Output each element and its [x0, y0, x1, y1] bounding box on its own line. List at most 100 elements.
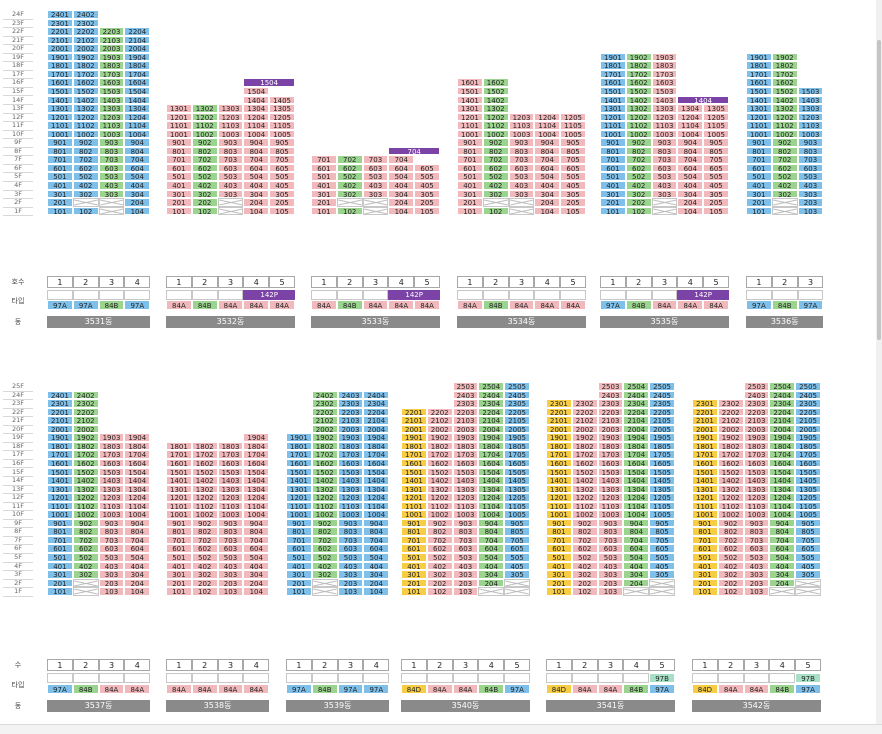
unit-cell[interactable]: 302	[191, 189, 218, 199]
unit-cell[interactable]: 105	[414, 206, 440, 216]
unit-cell[interactable]: 2103	[337, 416, 364, 425]
unit-cell[interactable]: 1901	[600, 52, 626, 62]
unit-cell[interactable]: 1801	[746, 61, 772, 70]
unit-cell[interactable]: 1101	[600, 121, 626, 130]
unit-cell[interactable]: 1202	[72, 112, 99, 122]
unit-cell[interactable]: 1302	[717, 484, 744, 494]
unit-cell[interactable]: 1202	[311, 493, 338, 502]
unit-cell[interactable]: 501	[401, 553, 427, 562]
unit-cell[interactable]: 605	[504, 544, 530, 553]
unit-cell[interactable]: 1005	[269, 129, 295, 139]
unit-cell[interactable]: 804	[478, 527, 505, 536]
unit-cell[interactable]: 204	[388, 198, 415, 207]
unit-cell[interactable]: 1502	[482, 86, 509, 96]
unit-cell[interactable]: 2202	[72, 27, 99, 36]
unit-cell[interactable]: 1204	[769, 493, 796, 502]
unit-cell[interactable]: 303	[337, 570, 364, 579]
unit-cell[interactable]: 102	[336, 206, 363, 216]
unit-cell[interactable]: 701	[600, 155, 626, 164]
unit-cell[interactable]: 505	[269, 172, 295, 181]
unit-cell[interactable]: 602	[482, 163, 509, 173]
unit-cell[interactable]: 801	[692, 527, 718, 536]
unit-cell[interactable]: 1402	[482, 95, 509, 105]
unit-cell[interactable]: 201	[401, 578, 427, 588]
unit-cell[interactable]: 1702	[426, 450, 453, 459]
unit-cell[interactable]: 602	[72, 163, 99, 173]
unit-cell[interactable]: 1103	[98, 501, 125, 511]
unit-cell[interactable]: 1203	[98, 112, 125, 122]
unit-cell[interactable]: 1804	[124, 61, 151, 70]
unit-cell[interactable]: 1101	[546, 501, 572, 511]
unit-cell[interactable]: 1101	[746, 121, 772, 130]
unit-cell[interactable]: 2202	[717, 407, 744, 417]
unit-cell[interactable]: 705	[703, 155, 729, 164]
unit-cell[interactable]: 2101	[47, 35, 73, 45]
unit-cell[interactable]: 1105	[504, 501, 530, 511]
unit-cell[interactable]: 204	[478, 578, 505, 588]
unit-cell[interactable]: 304	[124, 189, 151, 199]
unit-cell[interactable]: 703	[98, 535, 125, 545]
unit-cell[interactable]: 603	[508, 163, 535, 173]
unit-cell[interactable]: 501	[457, 172, 483, 181]
unit-cell[interactable]: 602	[191, 163, 218, 173]
unit-cell[interactable]: 2003	[743, 424, 770, 434]
unit-cell[interactable]: 705	[560, 155, 586, 164]
unit-cell[interactable]: 701	[692, 535, 718, 545]
unit-cell[interactable]: 601	[311, 163, 337, 173]
unit-cell-merged[interactable]: 1404	[677, 95, 729, 105]
unit-cell[interactable]: 802	[426, 527, 453, 536]
unit-cell[interactable]: 1301	[166, 104, 192, 113]
unit-cell[interactable]: 605	[795, 544, 821, 553]
unit-cell[interactable]: 201	[311, 198, 337, 207]
unit-cell[interactable]: 701	[286, 535, 312, 545]
unit-cell[interactable]: 405	[703, 181, 729, 190]
unit-cell[interactable]: 1202	[191, 112, 218, 122]
unit-cell[interactable]: 603	[743, 544, 770, 553]
unit-cell[interactable]: 2405	[504, 390, 530, 400]
unit-cell[interactable]: 903	[217, 138, 244, 147]
unit-cell[interactable]: 502	[72, 553, 99, 562]
unit-cell[interactable]: 1402	[625, 95, 652, 105]
unit-cell[interactable]: 602	[311, 544, 338, 553]
unit-cell[interactable]: 2404	[478, 390, 505, 400]
unit-cell[interactable]: 1505	[795, 467, 821, 477]
unit-cell[interactable]: 502	[717, 553, 744, 562]
unit-cell[interactable]: 105	[269, 206, 295, 216]
unit-cell[interactable]: 1604	[623, 458, 650, 468]
unit-cell[interactable]: 1103	[743, 501, 770, 511]
unit-cell[interactable]: 1204	[623, 493, 650, 502]
unit-cell[interactable]: 1905	[649, 433, 675, 442]
unit-cell[interactable]: 2201	[546, 407, 572, 417]
unit-cell[interactable]: 1303	[597, 484, 624, 494]
unit-cell[interactable]: 2103	[452, 416, 479, 425]
unit-cell[interactable]: 505	[795, 553, 821, 562]
unit-cell[interactable]: 1501	[166, 467, 192, 477]
unit-cell[interactable]: 302	[771, 189, 798, 199]
unit-cell[interactable]: 1002	[426, 510, 453, 519]
unit-cell[interactable]: 1105	[269, 121, 295, 130]
unit-cell[interactable]: 1701	[286, 450, 312, 459]
unit-cell[interactable]: 304	[623, 570, 650, 579]
unit-cell[interactable]: 1601	[746, 78, 772, 87]
unit-cell[interactable]: 2002	[72, 44, 99, 53]
unit-cell[interactable]: 1402	[311, 476, 338, 485]
unit-cell[interactable]: 301	[546, 570, 572, 579]
unit-cell[interactable]: 101	[311, 206, 337, 216]
unit-cell[interactable]: 1402	[72, 95, 99, 105]
unit-cell[interactable]: 301	[47, 189, 73, 199]
unit-cell[interactable]: 104	[677, 206, 704, 216]
unit-cell[interactable]: 1904	[769, 433, 796, 442]
unit-cell[interactable]: 1605	[795, 458, 821, 468]
unit-cell[interactable]: 403	[597, 561, 624, 571]
unit-cell[interactable]: 304	[478, 570, 505, 579]
unit-cell[interactable]: 1804	[243, 441, 270, 451]
unit-cell[interactable]: 1104	[769, 501, 796, 511]
unit-cell[interactable]: 1804	[478, 441, 505, 451]
unit-cell[interactable]: 1603	[337, 458, 364, 468]
unit-cell[interactable]: 403	[337, 561, 364, 571]
unit-cell[interactable]: 1801	[401, 441, 427, 451]
unit-cell[interactable]: 504	[388, 172, 415, 181]
unit-cell[interactable]: 1003	[797, 129, 824, 139]
unit-cell[interactable]: 402	[336, 181, 363, 190]
unit-cell[interactable]: 403	[508, 181, 535, 190]
